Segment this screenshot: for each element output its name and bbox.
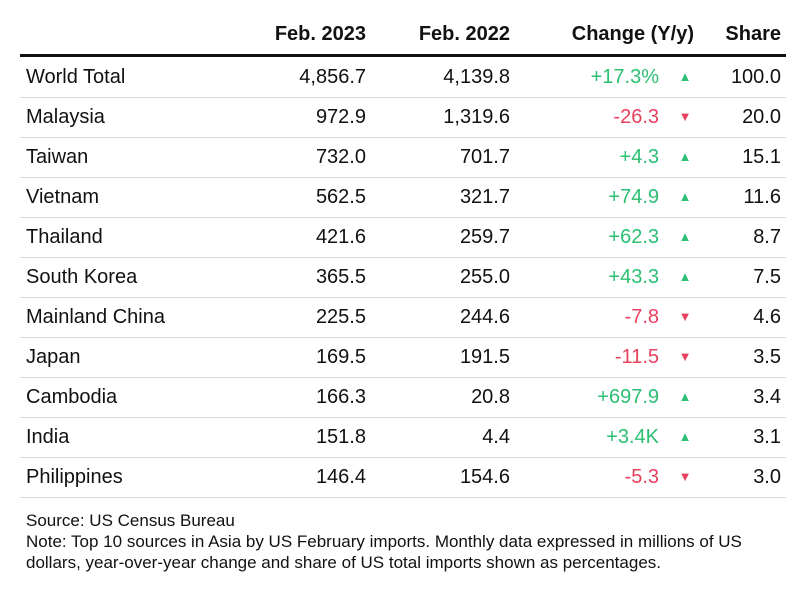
value-change: +43.3	[608, 266, 659, 288]
value-feb-2022: 255.0	[459, 266, 510, 288]
triangle-up-icon: ▲	[678, 149, 692, 164]
methodology-note: Note: Top 10 sources in Asia by US Febru…	[26, 532, 742, 572]
table-row: Mainland China 225.5 244.6 -7.8 ▼ 4.6	[20, 297, 786, 338]
table-row: Cambodia 166.3 20.8 +697.9 ▲ 3.4	[20, 377, 786, 418]
value-feb-2023: 421.6	[315, 226, 366, 248]
row-label: South Korea	[26, 266, 138, 288]
value-feb-2022: 4.4	[482, 426, 510, 448]
column-header-share: Share	[725, 23, 781, 45]
value-change: +74.9	[608, 186, 659, 208]
value-change: +697.9	[597, 386, 659, 408]
value-change: -26.3	[613, 106, 659, 128]
value-change: +4.3	[619, 146, 659, 168]
row-label: India	[26, 426, 70, 448]
value-feb-2023: 4,856.7	[299, 66, 366, 88]
chart-footer: Source: US Census Bureau Note: Top 10 so…	[26, 510, 776, 573]
table-row: Japan 169.5 191.5 -11.5 ▼ 3.5	[20, 337, 786, 378]
source-note: Source: US Census Bureau	[26, 511, 235, 530]
row-label: Japan	[26, 346, 81, 368]
value-share: 3.1	[753, 426, 781, 448]
value-feb-2023: 151.8	[315, 426, 366, 448]
value-feb-2023: 225.5	[315, 306, 366, 328]
value-feb-2023: 562.5	[315, 186, 366, 208]
value-share: 4.6	[753, 306, 781, 328]
table-header: Feb. 2023 Feb. 2022 Change (Y/y) Share	[20, 14, 786, 57]
table-row: Philippines 146.4 154.6 -5.3 ▼ 3.0	[20, 457, 786, 498]
value-feb-2022: 701.7	[459, 146, 510, 168]
value-feb-2022: 1,319.6	[443, 106, 510, 128]
row-label: World Total	[26, 66, 126, 88]
value-share: 100.0	[730, 66, 781, 88]
value-feb-2022: 20.8	[471, 386, 510, 408]
value-share: 8.7	[753, 226, 781, 248]
row-label: Thailand	[26, 226, 103, 248]
value-feb-2023: 972.9	[315, 106, 366, 128]
value-change: +17.3%	[590, 66, 659, 88]
value-share: 15.1	[742, 146, 781, 168]
triangle-down-icon: ▼	[678, 109, 692, 124]
value-feb-2022: 244.6	[459, 306, 510, 328]
value-change: +62.3	[608, 226, 659, 248]
value-change: -7.8	[624, 306, 659, 328]
value-feb-2023: 169.5	[315, 346, 366, 368]
value-change: -11.5	[614, 346, 659, 368]
table-row: Vietnam 562.5 321.7 +74.9 ▲ 11.6	[20, 177, 786, 218]
row-label: Malaysia	[26, 106, 105, 128]
table-row: Taiwan 732.0 701.7 +4.3 ▲ 15.1	[20, 137, 786, 178]
value-share: 20.0	[742, 106, 781, 128]
triangle-up-icon: ▲	[678, 189, 692, 204]
column-header-change: Change (Y/y)	[571, 23, 694, 45]
value-change: +3.4K	[606, 426, 659, 448]
table-row: India 151.8 4.4 +3.4K ▲ 3.1	[20, 417, 786, 458]
row-label: Vietnam	[26, 186, 100, 208]
value-share: 11.6	[743, 186, 781, 208]
triangle-down-icon: ▼	[678, 309, 692, 324]
triangle-down-icon: ▼	[678, 469, 692, 484]
row-label: Taiwan	[26, 146, 89, 168]
triangle-down-icon: ▼	[678, 349, 692, 364]
value-feb-2022: 4,139.8	[443, 66, 510, 88]
value-feb-2023: 146.4	[315, 466, 366, 488]
value-share: 3.5	[753, 346, 781, 368]
column-header-feb-2023: Feb. 2023	[274, 23, 366, 45]
triangle-up-icon: ▲	[678, 69, 692, 84]
value-feb-2022: 154.6	[459, 466, 510, 488]
value-share: 3.4	[753, 386, 781, 408]
table-row: South Korea 365.5 255.0 +43.3 ▲ 7.5	[20, 257, 786, 298]
value-feb-2022: 259.7	[459, 226, 510, 248]
value-feb-2022: 191.5	[459, 346, 510, 368]
value-feb-2022: 321.7	[459, 186, 510, 208]
row-label: Philippines	[26, 466, 123, 488]
table-row: Thailand 421.6 259.7 +62.3 ▲ 8.7	[20, 217, 786, 258]
column-header-feb-2022: Feb. 2022	[418, 23, 510, 45]
triangle-up-icon: ▲	[678, 269, 692, 284]
value-feb-2023: 166.3	[315, 386, 366, 408]
row-label: Cambodia	[26, 386, 118, 408]
triangle-up-icon: ▲	[678, 229, 692, 244]
value-feb-2023: 732.0	[315, 146, 366, 168]
value-change: -5.3	[624, 466, 659, 488]
value-share: 7.5	[753, 266, 781, 288]
value-share: 3.0	[753, 466, 781, 488]
triangle-up-icon: ▲	[678, 429, 692, 444]
row-label: Mainland China	[26, 306, 165, 328]
table-row: World Total 4,856.7 4,139.8 +17.3% ▲ 100.0	[20, 57, 786, 98]
triangle-up-icon: ▲	[678, 389, 692, 404]
table-row: Malaysia 972.9 1,319.6 -26.3 ▼ 20.0	[20, 97, 786, 138]
value-feb-2023: 365.5	[315, 266, 366, 288]
